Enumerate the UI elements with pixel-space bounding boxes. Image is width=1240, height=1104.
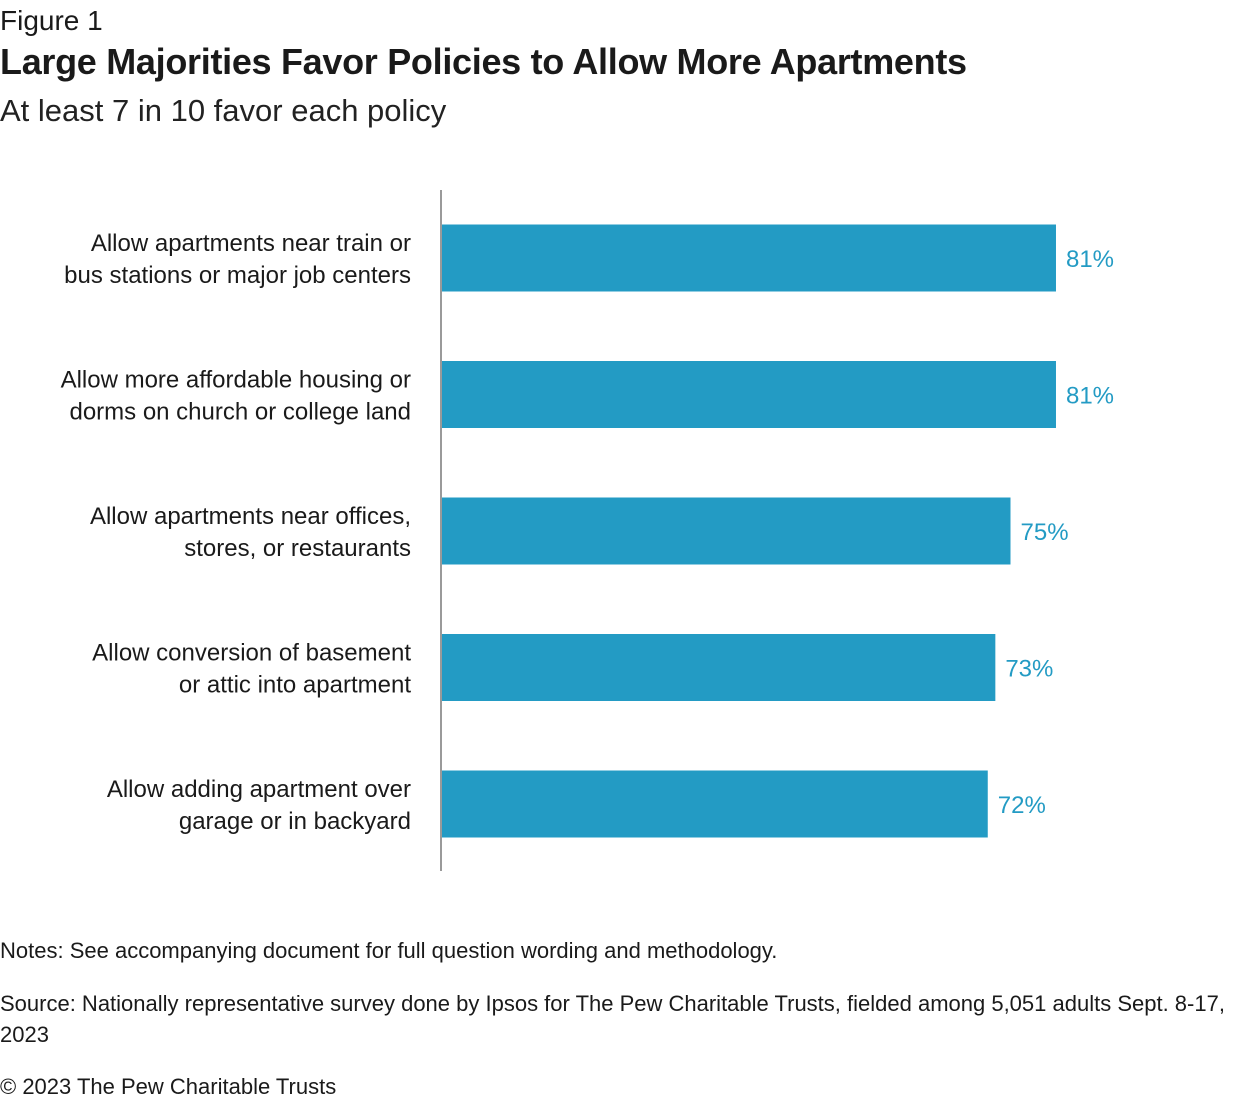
category-label: Allow apartments near offices, stores, or… [90,503,411,562]
value-label: 81% [1066,246,1114,273]
value-label: 72% [998,792,1046,819]
bars-group: 81% Allow apartments near train or bus sta… [61,224,1114,838]
category-label-line: stores, or restaurants [184,535,411,562]
bar-chart: 81% Allow apartments near train or bus sta… [61,190,1114,871]
bar [442,361,1056,428]
category-label-line: Allow apartments near train or [91,230,411,257]
copyright: © 2023 The Pew Charitable Trusts [0,1074,337,1099]
category-label: Allow apartments near train or bus statio… [64,230,411,289]
chart-subtitle: At least 7 in 10 favor each policy [0,93,447,128]
source: Source: Nationally representative survey… [0,991,1225,1047]
category-label-line: or attic into apartment [179,672,411,699]
category-label-line: garage or in backyard [179,808,411,835]
bar [442,224,1056,292]
value-label: 75% [1021,519,1069,546]
figure-label: Figure 1 [0,5,103,36]
category-label-line: bus stations or major job centers [64,262,411,289]
category-label-line: Allow apartments near offices, [90,503,411,530]
notes: Notes: See accompanying document for ful… [0,938,778,963]
value-label: 73% [1005,656,1053,683]
category-label: Allow conversion of basement or attic int… [92,640,411,699]
chart-title: Large Majorities Favor Policies to Allow… [0,41,967,82]
value-label: 81% [1066,383,1114,410]
category-label-line: Allow adding apartment over [107,776,411,803]
bar [442,770,988,838]
category-label-line: dorms on church or college land [69,399,411,426]
category-label-line: Allow conversion of basement [92,640,411,667]
bar [442,634,996,701]
category-label-line: Allow more affordable housing or [61,367,411,394]
category-label: Allow adding apartment over garage or in … [107,776,411,835]
bar [442,497,1011,565]
category-label: Allow more affordable housing or dorms on… [61,367,411,426]
